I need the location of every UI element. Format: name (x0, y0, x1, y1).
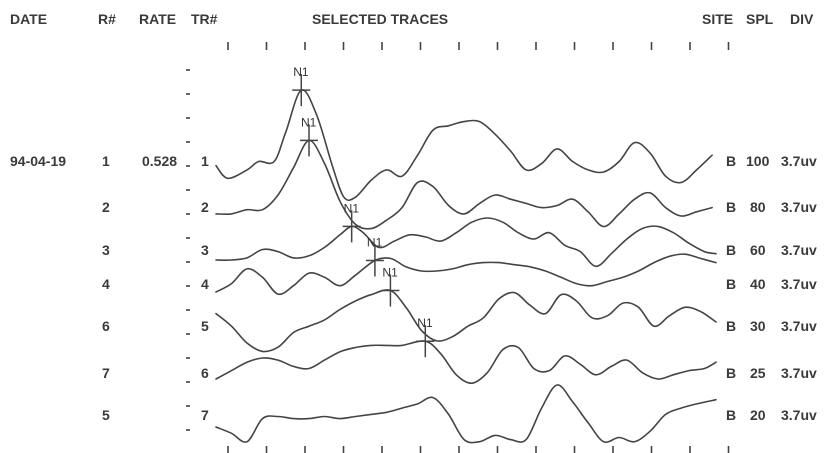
row-rnum: 2 (102, 199, 110, 215)
header-spl: SPL (746, 11, 774, 27)
row-trnum: 3 (201, 242, 209, 258)
n1-label: N1 (301, 115, 317, 129)
row-site: B (726, 407, 736, 423)
n1-label: N1 (382, 266, 398, 280)
row-site: B (726, 276, 736, 292)
record-rate: 0.528 (142, 153, 177, 169)
header-traces: SELECTED TRACES (312, 11, 448, 27)
header-div: DIV (790, 11, 814, 27)
n1-marker: N1 (342, 201, 361, 243)
n1-marker: N1 (416, 316, 435, 358)
row-trnum: 2 (201, 199, 209, 215)
n1-marker: N1 (381, 266, 400, 307)
record-date: 94-04-19 (10, 153, 66, 169)
header-rate: RATE (139, 11, 176, 27)
n1-label: N1 (417, 316, 433, 330)
row-div: 3.7uv (781, 318, 817, 334)
row-spl: 25 (750, 365, 766, 381)
row-div: 3.7uv (781, 407, 817, 423)
row-trnum: 7 (201, 407, 209, 423)
trace-line-2 (215, 139, 713, 230)
row-spl: 40 (750, 276, 766, 292)
n1-label: N1 (344, 201, 360, 215)
row-site: B (726, 242, 736, 258)
row-trnum: 4 (201, 276, 209, 292)
row-spl: 80 (750, 199, 766, 215)
row-div: 3.7uv (781, 153, 817, 169)
amplitude-ticks (186, 69, 190, 431)
row-trnum: 6 (201, 365, 209, 381)
row-rnum: 1 (102, 153, 110, 169)
trace-line-1 (215, 89, 713, 202)
row-site: B (726, 153, 736, 169)
row-div: 3.7uv (781, 365, 817, 381)
n1-label: N1 (293, 65, 309, 79)
trace-rows: 1 1 B 100 3.7uv 2 2 B 80 3.7uv 3 3 B 60 3.7uv 4 4 B 40 3.7u… (102, 153, 817, 423)
row-div: 3.7uv (781, 199, 817, 215)
header-site: SITE (702, 11, 733, 27)
n1-marker: N1 (292, 65, 311, 107)
n1-label: N1 (367, 236, 383, 250)
header-trnum: TR# (191, 11, 218, 27)
header-rnum: R# (98, 11, 116, 27)
row-rnum: 4 (102, 276, 110, 292)
row-site: B (726, 365, 736, 381)
n1-marker: N1 (300, 115, 319, 157)
row-trnum: 5 (201, 318, 209, 334)
trace-line-5 (215, 289, 717, 353)
row-trnum: 1 (201, 153, 209, 169)
row-spl: 100 (746, 153, 770, 169)
row-div: 3.7uv (781, 242, 817, 258)
row-spl: 30 (750, 318, 766, 334)
trace-line-6 (215, 340, 717, 385)
row-rnum: 5 (102, 407, 110, 423)
trace-line-4 (215, 253, 717, 296)
row-spl: 20 (750, 407, 766, 423)
row-site: B (726, 318, 736, 334)
row-rnum: 3 (102, 242, 110, 258)
header-date: DATE (10, 11, 47, 27)
trace-line-3 (215, 217, 717, 268)
row-site: B (726, 199, 736, 215)
time-axis-ticks (227, 42, 730, 453)
trace-line-7 (215, 384, 717, 444)
trace-lines: N1 N1 N1 N1 N1 N1 (215, 65, 717, 444)
row-spl: 60 (750, 242, 766, 258)
row-rnum: 7 (102, 365, 110, 381)
row-div: 3.7uv (781, 276, 817, 292)
row-rnum: 6 (102, 318, 110, 334)
n1-marker: N1 (365, 236, 384, 277)
